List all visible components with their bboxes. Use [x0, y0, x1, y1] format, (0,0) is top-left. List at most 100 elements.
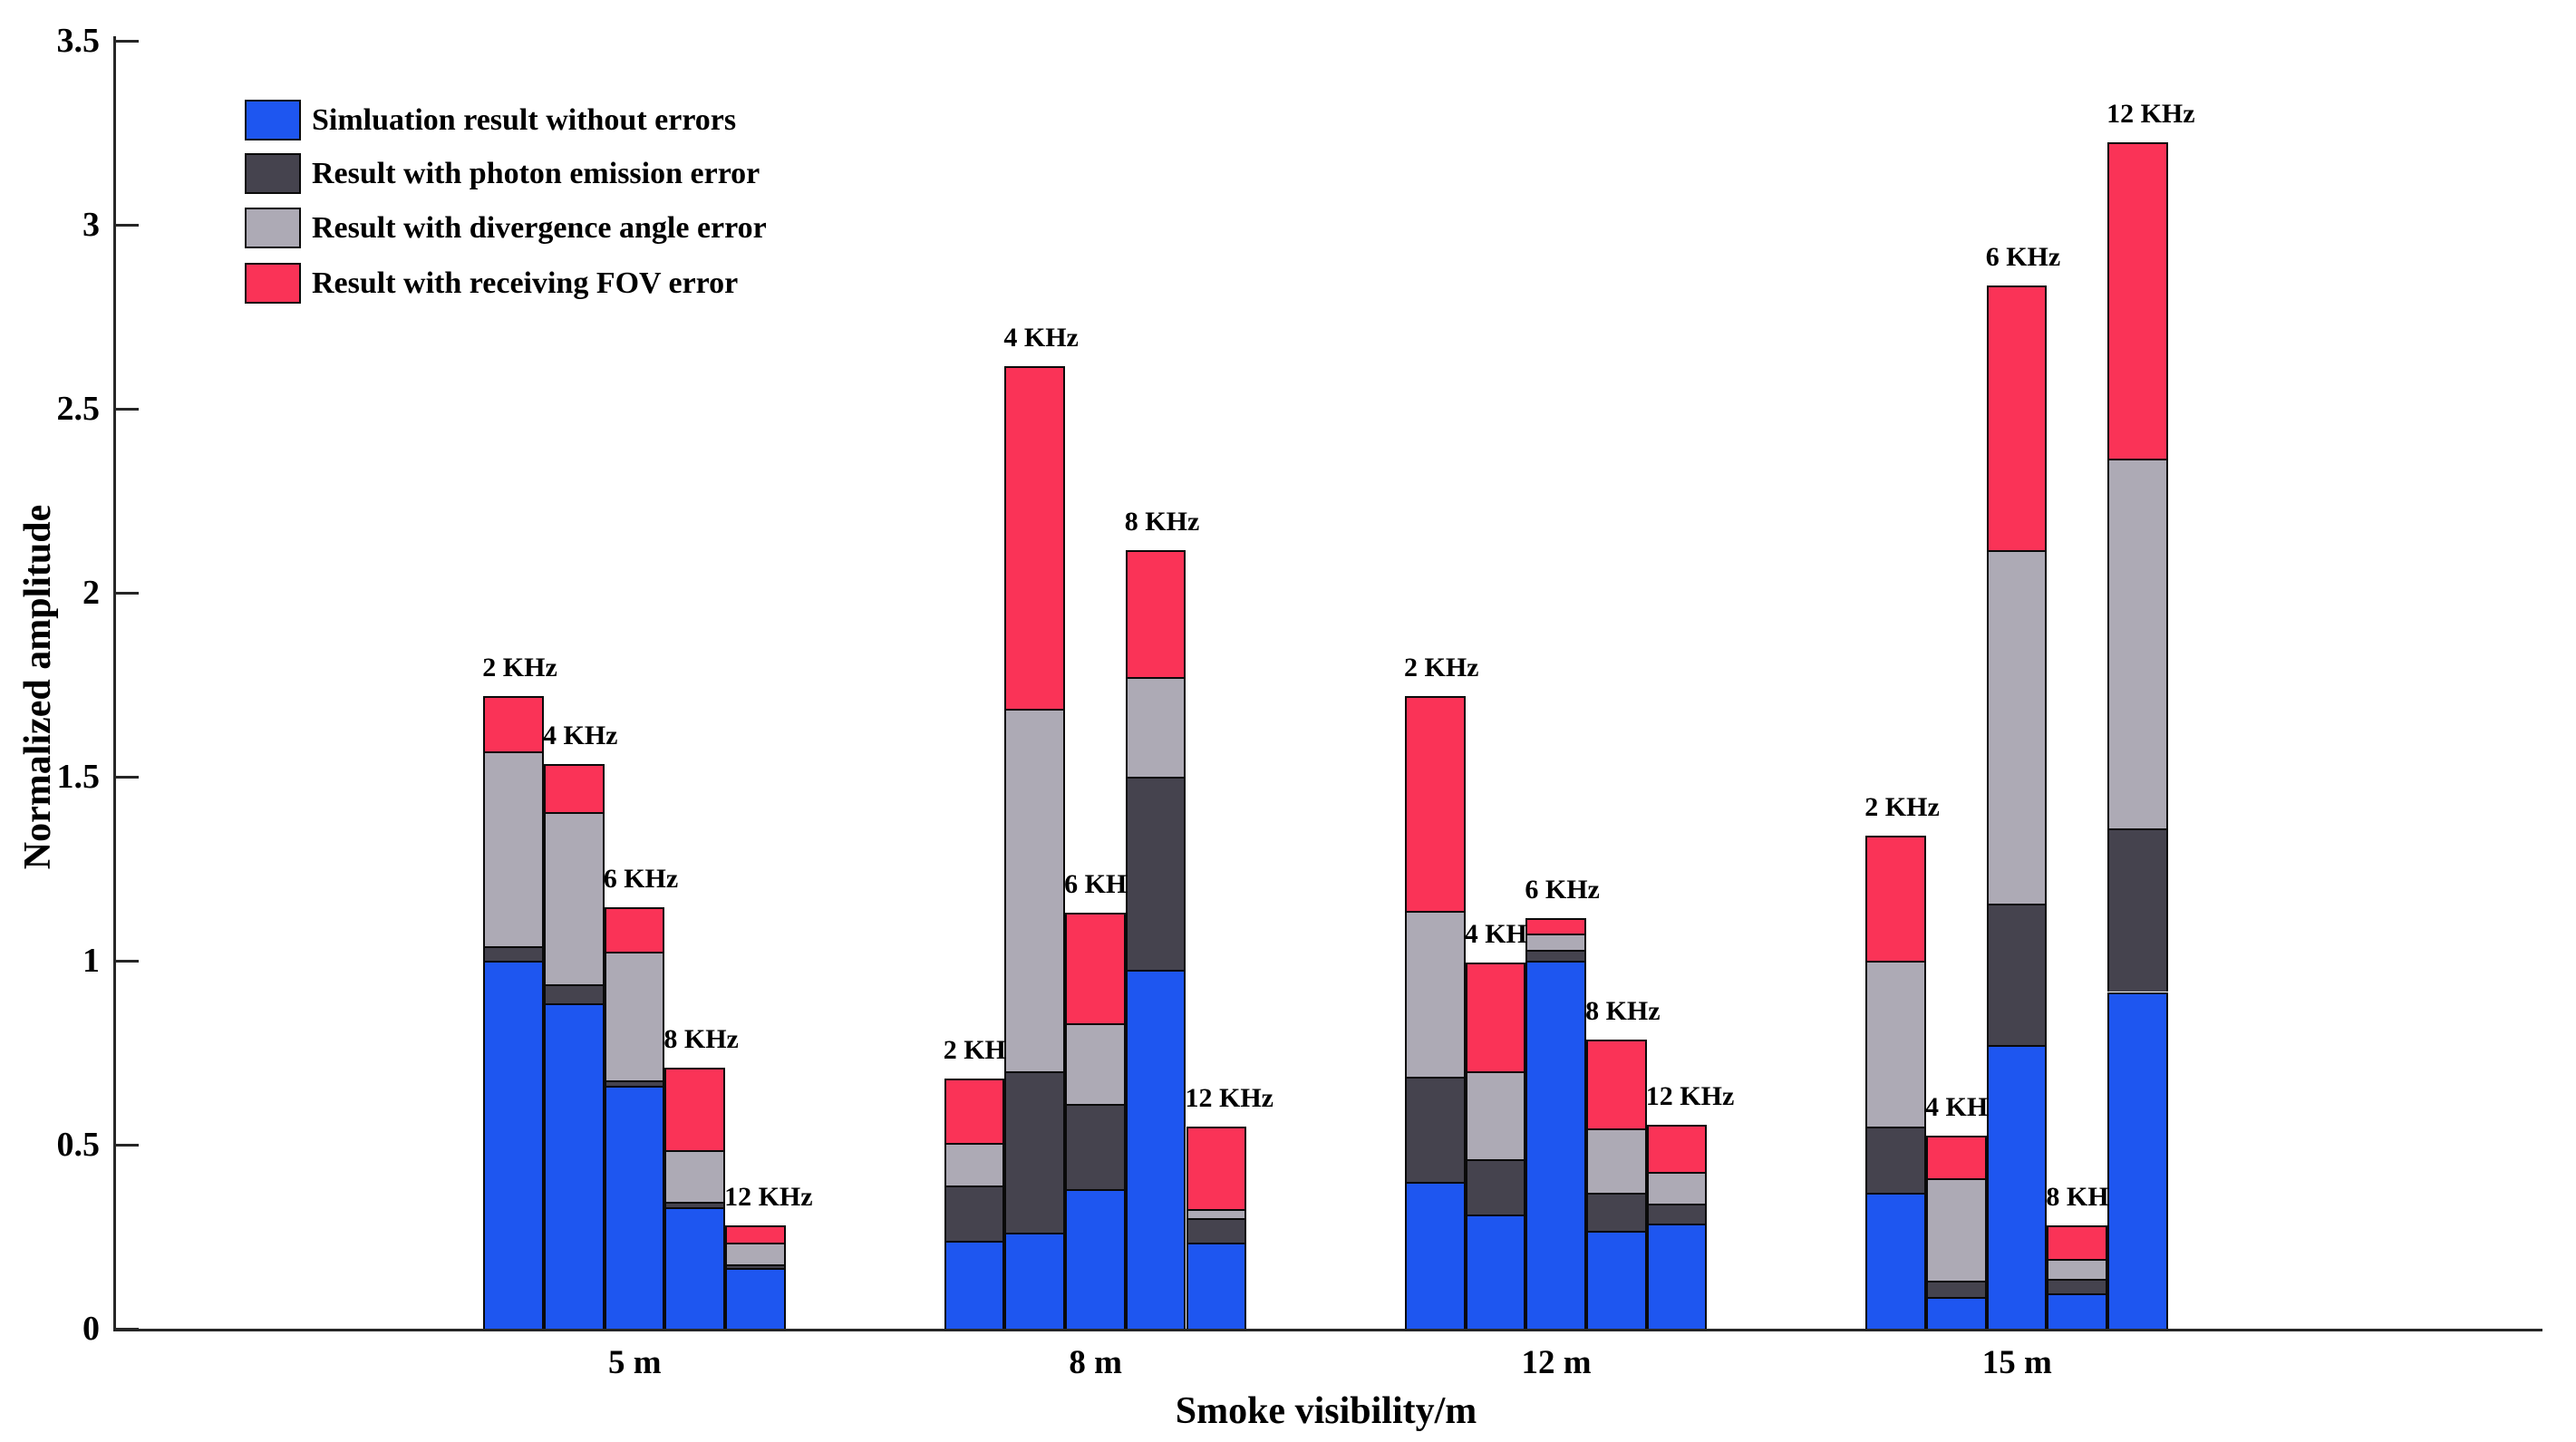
- bar-segment-photon-emission-error: [1865, 1126, 1926, 1193]
- bar-segment-simulation-no-errors: [2047, 1293, 2108, 1329]
- legend-swatch-divergence-angle-error: [245, 208, 301, 248]
- bar-segment-photon-emission-error: [725, 1263, 786, 1268]
- bar-segment-simulation-no-errors: [544, 1002, 605, 1329]
- bar-segment-simulation-no-errors: [2107, 992, 2168, 1329]
- bar-segment-divergence-angle-error: [1405, 911, 1466, 1077]
- bar-segment-receiving-fov-error: [1405, 695, 1466, 912]
- bar-segment-receiving-fov-error: [1865, 835, 1926, 961]
- legend-label-photon-emission-error: Result with photon emission error: [312, 157, 760, 190]
- bar-frequency-label: 2 KHz: [1404, 652, 1479, 682]
- bar-segment-divergence-angle-error: [604, 951, 665, 1080]
- bar-segment-receiving-fov-error: [664, 1067, 726, 1151]
- bar-frequency-label: 2 KHz: [1864, 791, 1940, 822]
- bar-segment-divergence-angle-error: [1926, 1177, 1987, 1282]
- bar-segment-photon-emission-error: [1465, 1159, 1526, 1215]
- x-category-label: 5 m: [608, 1344, 662, 1381]
- bar-segment-simulation-no-errors: [1525, 961, 1587, 1329]
- bar-segment-photon-emission-error: [2107, 827, 2168, 992]
- y-axis-line: [113, 36, 116, 1331]
- bar-segment-divergence-angle-error: [2047, 1258, 2108, 1280]
- bar-segment-receiving-fov-error: [725, 1225, 786, 1243]
- bar-segment-divergence-angle-error: [1586, 1127, 1647, 1193]
- bar-segment-divergence-angle-error: [1525, 933, 1587, 950]
- bar-segment-divergence-angle-error: [725, 1242, 786, 1264]
- bar-segment-photon-emission-error: [604, 1079, 665, 1087]
- bar-segment-divergence-angle-error: [483, 750, 544, 946]
- bar-segment-photon-emission-error: [944, 1185, 1005, 1241]
- bar-segment-divergence-angle-error: [1646, 1172, 1708, 1204]
- legend-label-simulation-no-errors: Simluation result without errors: [312, 103, 737, 137]
- bar-segment-receiving-fov-error: [2047, 1225, 2108, 1259]
- bar-segment-simulation-no-errors: [1926, 1297, 1987, 1329]
- bar-segment-simulation-no-errors: [1865, 1192, 1926, 1329]
- bar-segment-simulation-no-errors: [1186, 1242, 1247, 1329]
- y-tick-mark: [116, 776, 139, 779]
- bar-segment-photon-emission-error: [1125, 777, 1186, 971]
- y-tick-label: 0: [82, 1310, 100, 1348]
- bar-segment-photon-emission-error: [1646, 1203, 1708, 1224]
- bar-segment-receiving-fov-error: [1586, 1040, 1647, 1128]
- y-tick-label: 3.5: [56, 22, 101, 60]
- bar-segment-simulation-no-errors: [1065, 1188, 1126, 1329]
- bar-segment-simulation-no-errors: [1125, 970, 1186, 1329]
- bar-segment-divergence-angle-error: [1465, 1070, 1526, 1160]
- y-tick-label: 2.5: [56, 390, 101, 428]
- bar-frequency-label: 8 KHz: [1585, 996, 1661, 1027]
- bar-segment-photon-emission-error: [1405, 1076, 1466, 1182]
- bar-segment-divergence-angle-error: [1125, 677, 1186, 777]
- y-tick-mark: [116, 592, 139, 595]
- y-tick-mark: [116, 1328, 139, 1331]
- bar-frequency-label: 6 KHz: [1525, 875, 1600, 905]
- bar-segment-simulation-no-errors: [944, 1240, 1005, 1329]
- bar-segment-photon-emission-error: [1986, 904, 2048, 1046]
- bar-frequency-label: 12 KHz: [1185, 1082, 1274, 1113]
- x-axis-line: [113, 1329, 2542, 1331]
- bar-segment-receiving-fov-error: [1125, 550, 1186, 678]
- bar-segment-divergence-angle-error: [664, 1150, 726, 1202]
- bar-segment-photon-emission-error: [1586, 1192, 1647, 1232]
- bar-segment-simulation-no-errors: [1004, 1233, 1066, 1329]
- bar-segment-receiving-fov-error: [1986, 285, 2048, 551]
- bar-frequency-label: 12 KHz: [1645, 1080, 1735, 1111]
- bar-segment-divergence-angle-error: [1004, 708, 1066, 1071]
- legend-swatch-photon-emission-error: [245, 153, 301, 194]
- bar-segment-receiving-fov-error: [604, 907, 665, 952]
- bar-segment-divergence-angle-error: [1865, 961, 1926, 1127]
- bar-segment-photon-emission-error: [1926, 1281, 1987, 1298]
- y-tick-label: 0.5: [56, 1126, 101, 1164]
- y-tick-label: 1.5: [56, 758, 101, 796]
- bar-segment-divergence-angle-error: [944, 1142, 1005, 1186]
- y-tick-label: 2: [82, 574, 100, 612]
- x-category-label: 15 m: [1981, 1344, 2052, 1381]
- bar-segment-receiving-fov-error: [1004, 366, 1066, 709]
- bar-segment-simulation-no-errors: [664, 1207, 726, 1329]
- x-axis-title: Smoke visibility/m: [1175, 1390, 1477, 1432]
- bar-segment-photon-emission-error: [1525, 949, 1587, 961]
- bar-frequency-label: 12 KHz: [724, 1182, 813, 1213]
- y-tick-mark: [116, 224, 139, 227]
- bar-segment-simulation-no-errors: [604, 1086, 665, 1329]
- bar-segment-receiving-fov-error: [1465, 963, 1526, 1071]
- y-tick-label: 3: [82, 206, 100, 244]
- bar-frequency-label: 12 KHz: [2106, 98, 2195, 129]
- bar-segment-simulation-no-errors: [1405, 1181, 1466, 1329]
- bar-segment-photon-emission-error: [544, 984, 605, 1003]
- bar-segment-simulation-no-errors: [725, 1268, 786, 1329]
- bar-segment-photon-emission-error: [1065, 1104, 1126, 1189]
- bar-segment-receiving-fov-error: [1065, 913, 1126, 1024]
- bar-segment-divergence-angle-error: [544, 811, 605, 985]
- bar-segment-photon-emission-error: [664, 1201, 726, 1207]
- bar-segment-receiving-fov-error: [1926, 1135, 1987, 1178]
- x-category-label: 12 m: [1521, 1344, 1592, 1381]
- bar-segment-receiving-fov-error: [944, 1078, 1005, 1143]
- bar-segment-simulation-no-errors: [1986, 1045, 2048, 1329]
- bar-segment-divergence-angle-error: [2107, 458, 2168, 828]
- bar-segment-receiving-fov-error: [483, 695, 544, 751]
- bar-segment-photon-emission-error: [2047, 1279, 2108, 1294]
- bar-segment-divergence-angle-error: [1065, 1023, 1126, 1105]
- legend-swatch-receiving-fov-error: [245, 263, 301, 304]
- y-tick-mark: [116, 1144, 139, 1147]
- bar-frequency-label: 4 KHz: [543, 720, 618, 750]
- bar-segment-receiving-fov-error: [544, 763, 605, 812]
